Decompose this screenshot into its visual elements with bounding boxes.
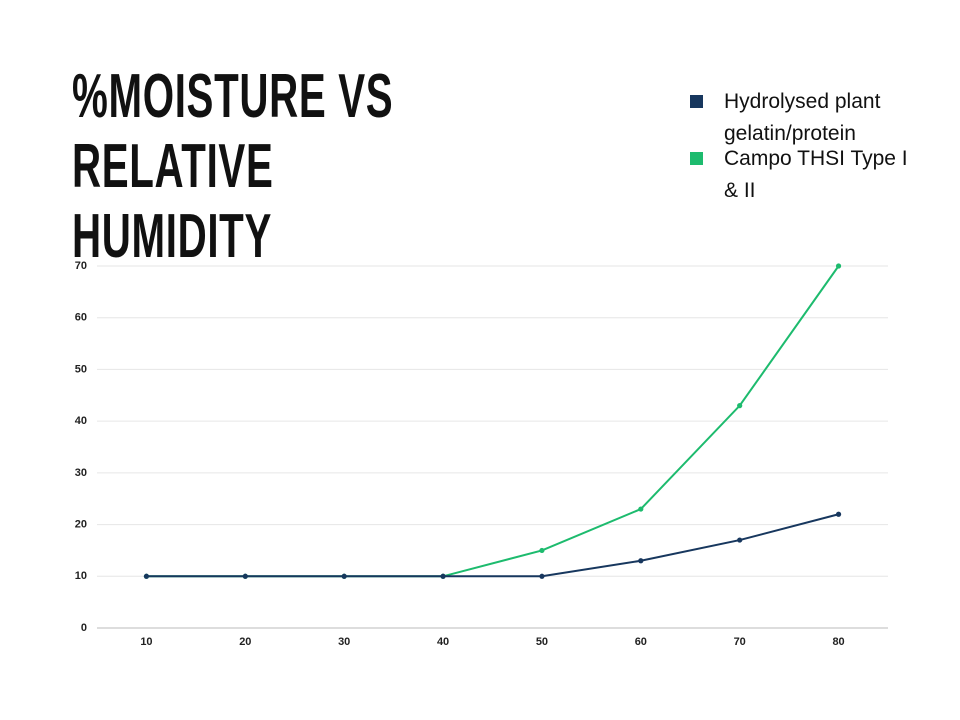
- y-tick-label: 20: [75, 518, 87, 530]
- x-tick-label: 70: [734, 636, 746, 648]
- data-point: [638, 506, 644, 512]
- y-tick-label: 10: [75, 570, 87, 582]
- y-tick-label: 40: [75, 415, 87, 427]
- legend-label: Hydrolysed plant gelatin/protein: [724, 90, 881, 145]
- x-tick-label: 10: [140, 636, 152, 648]
- data-point: [539, 547, 545, 554]
- chart-title: %MOISTURE VS RELATIVE HUMIDITY: [72, 62, 394, 271]
- data-point: [835, 511, 842, 517]
- data-point: [835, 263, 842, 269]
- x-tick-label: 20: [239, 636, 251, 648]
- data-point: [341, 573, 347, 579]
- data-point: [638, 558, 644, 564]
- x-tick-label: 60: [635, 636, 647, 648]
- legend-label: Campo THSI Type I & II: [724, 147, 908, 202]
- data-point: [737, 537, 743, 543]
- x-tick-label: 40: [437, 636, 449, 648]
- y-tick-label: 30: [75, 467, 87, 479]
- data-point: [440, 573, 446, 579]
- x-tick-label: 50: [536, 636, 548, 648]
- data-point: [242, 573, 248, 579]
- legend-swatch: [690, 95, 703, 108]
- y-tick-label: 60: [75, 312, 87, 324]
- legend-swatch: [690, 152, 703, 165]
- legend-entry: Campo THSI Type I & II: [690, 143, 930, 207]
- y-tick-label: 70: [75, 260, 87, 272]
- x-tick-label: 80: [832, 636, 844, 648]
- legend-entry: Hydrolysed plant gelatin/protein: [690, 86, 930, 150]
- data-point: [143, 573, 150, 579]
- series-line: [146, 513, 839, 578]
- data-point: [737, 403, 743, 409]
- y-tick-label: 0: [81, 622, 87, 634]
- data-point: [539, 573, 545, 579]
- x-tick-label: 30: [338, 636, 350, 648]
- y-tick-label: 50: [75, 363, 87, 375]
